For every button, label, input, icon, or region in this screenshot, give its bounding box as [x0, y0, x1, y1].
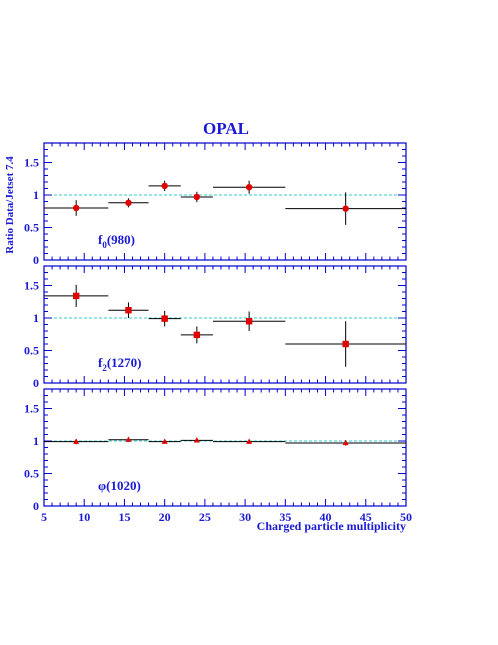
- triangle-marker: [125, 436, 132, 442]
- data-point: [108, 436, 149, 442]
- panel-3: 0 0.5 1 1.5 5 10 15 20 25 30 35 40 45 50 φ(1020): [24, 388, 412, 524]
- y-axis-label: Ratio Data/Jetset 7.4: [4, 156, 16, 254]
- y-tick-label: 0.5: [24, 467, 39, 481]
- circle-marker: [245, 184, 253, 191]
- square-marker: [193, 331, 201, 339]
- square-marker: [72, 292, 80, 300]
- particle-label: f0(980): [98, 232, 135, 250]
- data-point: [180, 191, 213, 203]
- square-marker: [342, 340, 349, 348]
- panel-2: 0 0.5 1 1.5 f2(1270): [24, 265, 407, 390]
- data-point: [44, 200, 109, 216]
- y-tick-label: 1.5: [24, 279, 39, 293]
- y-tick-label: 0.5: [24, 221, 39, 235]
- panels-group: 0 0.5 1 1.5 f0(980) 0 0.5 1 1.5 f2(1270) 0 0.5 1 1.5 5…: [24, 142, 412, 524]
- y-tick-label: 0: [33, 253, 39, 267]
- data-point: [285, 439, 406, 446]
- x-tick-label: 15: [118, 510, 130, 524]
- x-tick-label: 35: [279, 510, 291, 524]
- triangle-marker: [342, 439, 349, 446]
- data-point: [212, 311, 286, 331]
- x-tick-label: 10: [78, 510, 90, 524]
- data-point: [108, 198, 149, 208]
- data-point: [212, 180, 286, 194]
- figure-title: OPAL: [203, 119, 249, 138]
- x-tick-label: 25: [199, 510, 211, 524]
- x-tick-label: 20: [159, 510, 171, 524]
- y-tick-label: 1.5: [24, 156, 39, 170]
- panel-1: 0 0.5 1 1.5 f0(980): [24, 142, 407, 267]
- data-point: [148, 438, 181, 444]
- x-tick-label: 5: [41, 510, 47, 524]
- data-point: [212, 438, 286, 444]
- data-point: [180, 437, 213, 443]
- x-tick-label: 30: [239, 510, 251, 524]
- y-tick-label: 0.5: [24, 344, 39, 358]
- data-point: [148, 180, 181, 192]
- data-point: [180, 326, 213, 344]
- circle-marker: [193, 193, 201, 201]
- circle-marker: [161, 182, 168, 190]
- y-tick-label: 1: [33, 311, 39, 325]
- triangle-marker: [193, 437, 200, 443]
- particle-label: φ(1020): [98, 478, 141, 493]
- data-point: [108, 302, 149, 318]
- y-tick-label: 1: [33, 188, 39, 202]
- y-tick-label: 0: [33, 499, 39, 513]
- y-tick-label: 0: [33, 376, 39, 390]
- x-tick-label: 50: [400, 510, 412, 524]
- data-point: [44, 438, 109, 445]
- particle-label: f2(1270): [98, 355, 142, 373]
- data-point: [285, 321, 406, 367]
- circle-marker: [125, 199, 132, 206]
- square-marker: [161, 315, 168, 322]
- y-tick-label: 1.5: [24, 402, 39, 416]
- circle-marker: [72, 204, 80, 212]
- x-axis-label: Charged particle multiplicity: [257, 519, 406, 533]
- triangle-marker: [246, 438, 253, 444]
- circle-marker: [342, 205, 349, 212]
- square-marker: [245, 318, 253, 325]
- x-tick-label: 40: [320, 510, 332, 524]
- data-point: [285, 192, 406, 225]
- square-marker: [125, 307, 132, 314]
- y-tick-label: 1: [33, 434, 39, 448]
- data-point: [44, 284, 109, 307]
- x-tick-label: 45: [360, 510, 372, 524]
- triangle-marker: [73, 438, 80, 444]
- data-point: [148, 310, 181, 327]
- triangle-marker: [161, 438, 168, 444]
